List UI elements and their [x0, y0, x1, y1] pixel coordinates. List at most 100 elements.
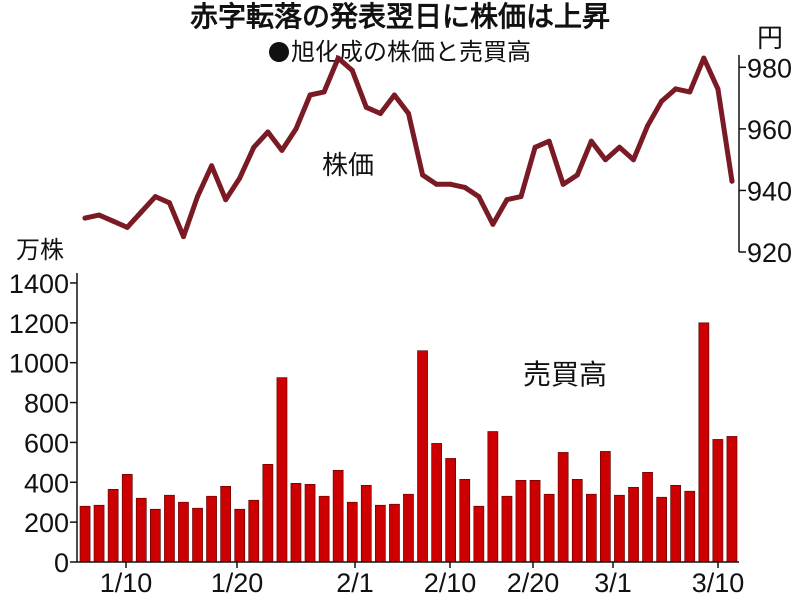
volume-bar	[459, 478, 471, 563]
volume-bar	[726, 436, 738, 563]
price-point	[307, 92, 313, 98]
price-point	[560, 181, 566, 187]
volume-bar	[107, 488, 119, 563]
price-point	[645, 123, 651, 129]
volume-bar	[543, 493, 555, 563]
chart-title: 赤字転落の発表翌日に株価は上昇	[189, 0, 610, 33]
price-point	[673, 86, 679, 92]
volume-bar	[417, 350, 428, 563]
price-unit-label: 円	[757, 24, 784, 54]
price-point	[546, 138, 552, 144]
volume-bar	[346, 501, 358, 563]
volume-bar	[599, 451, 611, 563]
volume-bar	[178, 501, 189, 563]
volume-axis: 0 200 400 600 800 1000 1200 1400	[9, 269, 78, 578]
price-point	[602, 157, 608, 163]
volume-tick-label: 800	[24, 389, 69, 419]
volume-bar	[670, 484, 681, 563]
price-point	[82, 215, 88, 221]
x-tick-label: 1/10	[100, 568, 153, 598]
volume-tick-label: 1400	[9, 269, 69, 299]
price-point	[265, 129, 271, 135]
volume-tick-label: 200	[24, 508, 69, 538]
price-tick-label: 980	[747, 53, 792, 83]
price-point	[574, 172, 580, 178]
price-point	[476, 194, 482, 200]
volume-bar	[234, 508, 246, 563]
price-point	[251, 144, 257, 150]
volume-bars	[79, 322, 738, 563]
volume-bar	[473, 505, 485, 563]
volume-bar	[403, 493, 414, 563]
price-point	[181, 234, 186, 240]
price-point	[124, 224, 130, 230]
price-point	[138, 209, 144, 215]
price-point	[237, 175, 243, 181]
volume-bar	[431, 443, 443, 563]
price-point	[223, 197, 229, 203]
price-point	[448, 181, 454, 187]
volume-bar	[206, 495, 217, 563]
price-point	[434, 181, 440, 187]
volume-bar	[79, 505, 91, 563]
volume-tick-label: 600	[24, 428, 69, 458]
price-series	[82, 55, 735, 240]
volume-bar	[93, 504, 105, 563]
volume-bar	[290, 482, 302, 563]
price-axis: 920 940 960 980	[738, 53, 792, 268]
subtitle-text: 旭化成の株価と売買高	[291, 38, 531, 66]
price-point	[588, 138, 594, 144]
volume-tick-label: 0	[54, 548, 69, 578]
price-point	[96, 212, 102, 218]
x-axis: 1/10 1/20 2/1 2/10 2/20 3/1 3/10	[77, 561, 745, 598]
volume-bar	[445, 458, 457, 563]
chart-subtitle: 旭化成の株価と売買高	[0, 38, 800, 66]
volume-series-label: 売買高	[523, 358, 607, 391]
price-point	[701, 55, 707, 61]
price-point	[195, 194, 200, 200]
price-point	[110, 218, 116, 224]
volume-bar	[150, 508, 161, 563]
volume-tick-label: 1000	[9, 349, 69, 379]
volume-bar	[360, 484, 372, 563]
price-point	[406, 111, 411, 116]
price-point	[532, 144, 538, 150]
volume-bar	[192, 507, 203, 563]
volume-bar	[585, 493, 597, 563]
volume-bar	[164, 494, 175, 563]
x-tick-label: 1/20	[211, 568, 264, 598]
volume-bar	[248, 499, 260, 563]
price-tick-label: 920	[747, 238, 792, 268]
price-line	[82, 55, 735, 240]
price-point	[391, 92, 397, 98]
price-point	[321, 89, 327, 95]
volume-bar	[220, 485, 232, 563]
bullet-icon	[269, 42, 289, 62]
price-point	[293, 126, 299, 132]
x-tick-label: 2/20	[507, 568, 560, 598]
price-point	[349, 67, 355, 73]
volume-tick-label: 1200	[9, 309, 69, 339]
volume-bar	[135, 497, 147, 563]
volume-bar	[628, 486, 639, 563]
volume-bar	[684, 490, 696, 563]
x-tick-label: 3/10	[692, 568, 745, 598]
price-series-label: 株価	[322, 151, 374, 181]
price-point	[518, 194, 524, 200]
volume-bar	[304, 483, 316, 563]
price-point	[377, 111, 383, 116]
volume-bar	[698, 322, 710, 563]
price-point	[729, 178, 735, 184]
x-tick-label: 2/10	[424, 568, 477, 598]
x-tick-label: 3/1	[594, 568, 632, 598]
price-point	[687, 89, 693, 95]
volume-bar	[515, 479, 527, 563]
volume-bar	[318, 495, 330, 563]
volume-bar	[332, 469, 344, 563]
price-point	[166, 200, 172, 206]
price-point	[152, 194, 158, 200]
price-point	[490, 221, 496, 227]
volume-bar	[656, 496, 667, 563]
volume-bar	[276, 377, 288, 563]
